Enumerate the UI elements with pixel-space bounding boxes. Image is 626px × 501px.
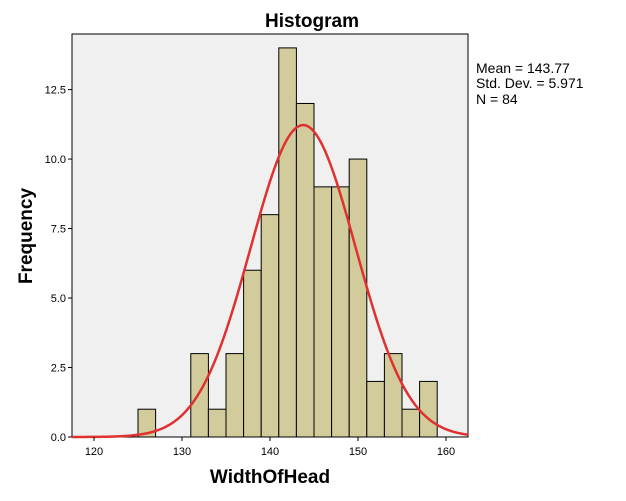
x-axis-label: WidthOfHead xyxy=(210,467,330,488)
y-tick-label: 7.5 xyxy=(51,224,66,236)
histogram-bar xyxy=(366,380,385,438)
histogram-bar xyxy=(243,269,262,438)
y-tick-label: 10.0 xyxy=(45,154,66,166)
histogram-bar xyxy=(278,47,297,438)
stat-n: N = 84 xyxy=(476,91,518,107)
histogram-bar xyxy=(331,186,350,438)
histogram-bar xyxy=(348,158,368,438)
histogram-bar xyxy=(401,408,421,438)
x-tick-label: 160 xyxy=(437,446,455,458)
histogram-bar xyxy=(313,186,333,438)
histogram-bar xyxy=(207,408,227,438)
y-tick-label: 5.0 xyxy=(51,293,66,305)
y-axis: 0.0 2.5 5.0 7.5 10.0 12.5 xyxy=(45,85,72,444)
histogram-bar xyxy=(225,353,245,438)
y-tick-label: 0.0 xyxy=(51,432,66,444)
y-axis-label: Frequency xyxy=(16,188,37,285)
x-tick-label: 150 xyxy=(349,446,367,458)
histogram-bar xyxy=(419,380,438,438)
histogram-bar xyxy=(260,214,280,438)
x-tick-label: 140 xyxy=(261,446,279,458)
stat-mean: Mean = 143.77 xyxy=(476,60,570,76)
x-axis: 120 130 140 150 160 xyxy=(85,437,455,458)
chart-title: Histogram xyxy=(265,11,359,32)
x-tick-label: 130 xyxy=(173,446,191,458)
y-tick-label: 12.5 xyxy=(45,85,66,97)
y-tick-label: 2.5 xyxy=(51,363,66,375)
histogram-bar xyxy=(190,353,209,438)
x-tick-label: 120 xyxy=(85,446,103,458)
normal-curve xyxy=(72,123,469,439)
histogram-bar xyxy=(295,102,315,438)
histogram-bar xyxy=(137,408,157,438)
stat-std-dev: Std. Dev. = 5.971 xyxy=(476,75,584,91)
stats-legend: Mean = 143.77 Std. Dev. = 5.971 N = 84 xyxy=(476,60,584,107)
